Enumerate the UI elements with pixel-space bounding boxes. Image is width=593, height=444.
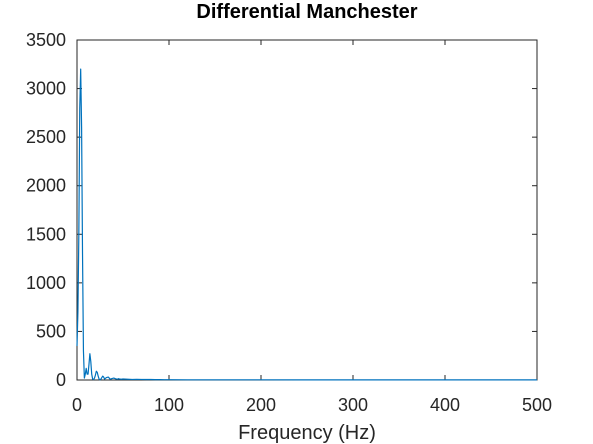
series-layer [76, 68, 537, 381]
y-tick-label: 0 [56, 370, 66, 390]
x-tick-label: 400 [430, 395, 460, 415]
plot-area [76, 39, 538, 381]
tick-labels: 0 100 200 300 400 500 0 500 1000 1500 2000 2500 3000… [26, 30, 552, 415]
x-tick-label: 200 [246, 395, 276, 415]
y-tick-label: 3500 [26, 30, 66, 50]
y-tick-label: 500 [36, 321, 66, 341]
chart-title: Differential Manchester [196, 1, 417, 23]
x-tick-label: 0 [72, 395, 82, 415]
series-line-0 [76, 68, 537, 381]
x-axis-label: Frequency (Hz) [238, 422, 376, 444]
x-tick-label: 100 [154, 395, 184, 415]
x-tick-label: 300 [338, 395, 368, 415]
y-tick-label: 2500 [26, 127, 66, 147]
y-tick-label: 3000 [26, 79, 66, 99]
y-tick-label: 1500 [26, 224, 66, 244]
y-tick-label: 1000 [26, 273, 66, 293]
x-tick-label: 500 [522, 395, 552, 415]
y-tick-label: 2000 [26, 176, 66, 196]
